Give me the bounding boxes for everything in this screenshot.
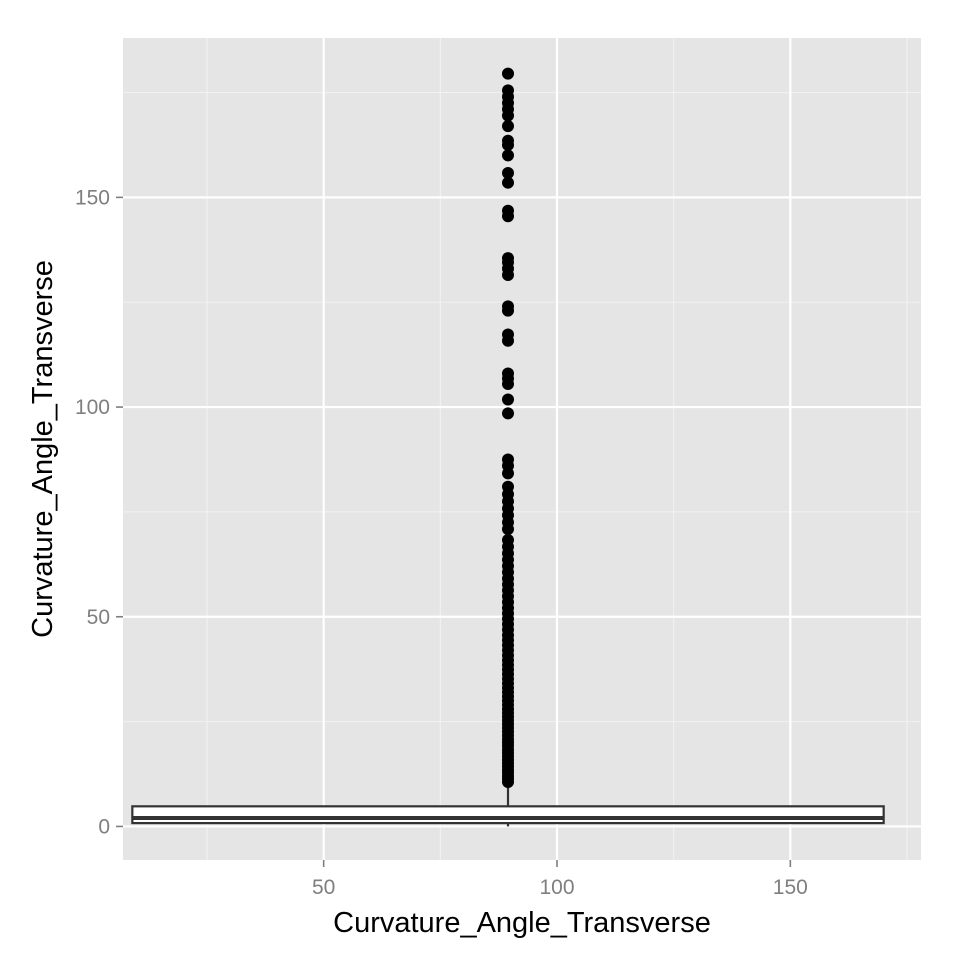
outlier-point [502, 393, 514, 406]
outlier-point [502, 167, 514, 180]
x-tick-label: 50 [312, 876, 335, 899]
outlier-point [502, 67, 514, 80]
x-tick-label: 100 [539, 876, 574, 899]
outlier-point [502, 453, 514, 466]
outlier-point [502, 407, 514, 420]
y-axis: 0 50 100 150 [75, 186, 123, 838]
outlier-point [502, 120, 514, 133]
outlier-point [502, 176, 514, 189]
minor-gridlines [123, 38, 921, 860]
outlier-point [502, 84, 514, 97]
plot-panel [123, 38, 921, 860]
x-tick-label: 150 [773, 876, 808, 899]
outlier-point [502, 367, 514, 380]
y-tick-label: 50 [87, 606, 110, 629]
x-axis-title: Curvature_Angle_Transverse [333, 907, 711, 939]
outlier-point [502, 534, 514, 547]
outlier-point [502, 134, 514, 147]
major-gridlines [123, 38, 921, 860]
outlier-point [502, 252, 514, 265]
y-tick-label: 150 [75, 186, 110, 209]
outlier-point [502, 480, 514, 493]
outlier-point [502, 328, 514, 341]
y-axis-title: Curvature_Angle_Transverse [27, 260, 59, 638]
outlier-points [502, 67, 514, 788]
x-axis: 50 100 150 [312, 860, 808, 899]
box-iqr [131, 805, 885, 825]
outlier-point [502, 149, 514, 162]
y-tick-label: 100 [75, 396, 110, 419]
outlier-point [502, 300, 514, 313]
y-tick-label: 0 [98, 815, 110, 838]
outlier-point [502, 204, 514, 217]
boxplot [131, 782, 885, 827]
